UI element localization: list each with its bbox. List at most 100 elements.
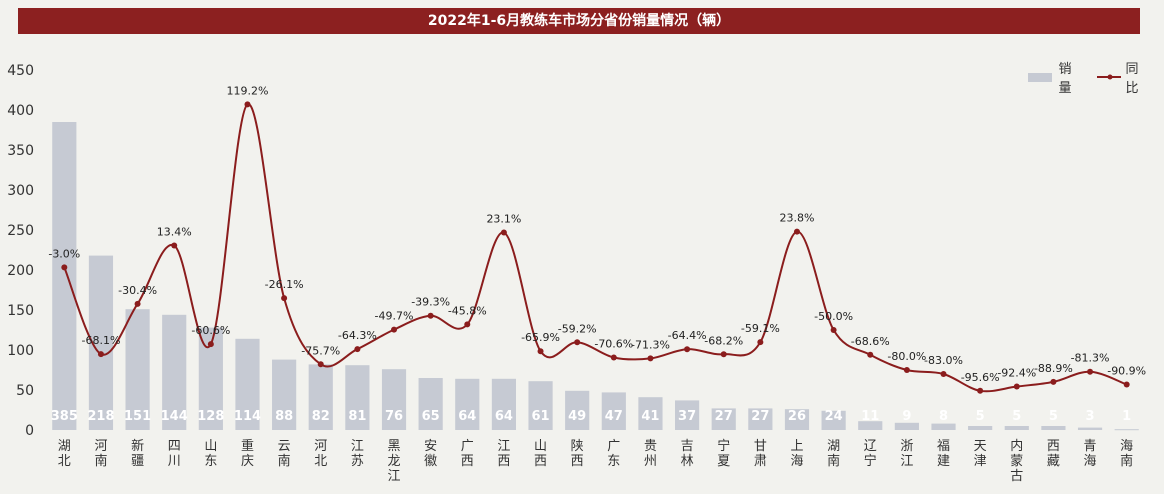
legend-bar-swatch bbox=[1028, 72, 1053, 82]
x-tick-label: 宁 bbox=[717, 438, 730, 454]
yoy-point bbox=[464, 321, 471, 328]
bar bbox=[1077, 427, 1103, 430]
bar-value-label: 65 bbox=[422, 409, 440, 424]
bar bbox=[528, 381, 553, 430]
bar bbox=[272, 359, 297, 430]
x-tick-label: 陕 bbox=[571, 439, 584, 454]
yoy-point bbox=[537, 348, 544, 355]
yoy-label: -90.9% bbox=[1107, 365, 1146, 378]
yoy-label: -64.3% bbox=[338, 329, 377, 342]
bar-value-label: 26 bbox=[788, 409, 806, 424]
x-tick-label: 川 bbox=[168, 454, 181, 469]
yoy-points bbox=[61, 101, 1130, 394]
x-tick-label: 云 bbox=[278, 439, 291, 454]
bar-value-label: 5 bbox=[1012, 409, 1021, 424]
x-tick-label: 西 bbox=[1047, 439, 1060, 454]
x-tick-label: 新 bbox=[131, 438, 144, 454]
yoy-label: -88.9% bbox=[1034, 362, 1073, 375]
yoy-point bbox=[830, 327, 837, 333]
bar bbox=[345, 365, 370, 430]
yoy-label: -65.9% bbox=[521, 331, 560, 344]
x-tick-label: 江 bbox=[497, 439, 510, 454]
yoy-point bbox=[610, 354, 617, 361]
bar bbox=[968, 426, 993, 430]
yoy-point bbox=[793, 228, 800, 235]
bar bbox=[1114, 429, 1139, 431]
yoy-point bbox=[647, 355, 654, 362]
yoy-point bbox=[134, 300, 141, 307]
y-tick-label: 50 bbox=[16, 383, 34, 399]
bar bbox=[162, 314, 187, 430]
x-tick-label: 海 bbox=[790, 454, 803, 469]
yoy-label: -59.2% bbox=[558, 322, 597, 335]
bar-value-label: 27 bbox=[715, 409, 733, 424]
bar bbox=[894, 422, 919, 430]
yoy-point bbox=[684, 346, 691, 353]
yoy-label: -81.3% bbox=[1071, 352, 1110, 365]
y-tick-label: 150 bbox=[7, 303, 34, 319]
x-tick-label: 庆 bbox=[241, 454, 254, 469]
bar-value-label: 5 bbox=[976, 409, 985, 424]
x-tick-label: 山 bbox=[204, 439, 217, 454]
y-tick-label: 0 bbox=[25, 423, 34, 439]
bar bbox=[381, 369, 407, 430]
yoy-point bbox=[940, 371, 947, 377]
x-tick-label: 西 bbox=[571, 454, 584, 469]
x-tick-label: 安 bbox=[424, 439, 437, 454]
yoy-point bbox=[427, 312, 434, 319]
yoy-label: -30.4% bbox=[118, 284, 157, 297]
bar-value-label: 47 bbox=[605, 409, 623, 424]
x-tick-label: 天 bbox=[974, 439, 987, 454]
yoy-point bbox=[1050, 378, 1057, 385]
yoy-point bbox=[867, 351, 874, 358]
y-tick-label: 200 bbox=[7, 263, 34, 279]
bar bbox=[711, 408, 736, 430]
x-tick-label: 河 bbox=[94, 439, 107, 454]
bar-value-label: 88 bbox=[275, 409, 293, 424]
yoy-label: 119.2% bbox=[227, 84, 269, 97]
yoy-label: -95.6% bbox=[961, 371, 1000, 384]
bar-value-label: 81 bbox=[348, 409, 366, 424]
bar-value-label: 61 bbox=[532, 409, 550, 424]
yoy-point bbox=[1013, 383, 1020, 390]
yoy-point bbox=[281, 295, 288, 302]
yoy-label: -64.4% bbox=[668, 329, 707, 342]
bar-value-label: 114 bbox=[234, 409, 261, 424]
bar bbox=[308, 364, 333, 430]
x-tick-label: 西 bbox=[497, 454, 510, 469]
x-tick-label: 海 bbox=[1084, 454, 1097, 469]
bar-value-label: 218 bbox=[87, 409, 114, 424]
x-tick-label: 辽 bbox=[864, 439, 877, 454]
x-tick-label: 徽 bbox=[424, 454, 437, 469]
x-tick-label: 上 bbox=[790, 439, 803, 454]
bar bbox=[748, 408, 773, 430]
yoy-label: -71.3% bbox=[631, 338, 670, 351]
bar bbox=[858, 421, 883, 430]
bar-value-label: 41 bbox=[641, 409, 659, 424]
bar bbox=[1041, 426, 1066, 430]
x-tick-label: 北 bbox=[58, 454, 71, 469]
yoy-point bbox=[391, 326, 398, 333]
yoy-label: -68.1% bbox=[81, 334, 120, 347]
yoy-labels: -3.0% -68.1% -30.4% 13.4% -60.6% 119.2% -26.1%… bbox=[48, 84, 1146, 383]
y-axis: 0 50 100 150 200 250 300 350 400 450 bbox=[7, 63, 34, 439]
bar bbox=[674, 400, 700, 430]
x-tick-label: 海 bbox=[1120, 439, 1133, 454]
x-tick-label: 蒙 bbox=[1010, 454, 1023, 469]
yoy-point bbox=[500, 229, 507, 236]
x-tick-label: 南 bbox=[827, 453, 840, 469]
x-tick-label: 内 bbox=[1010, 438, 1023, 454]
x-tick-label: 福 bbox=[937, 439, 950, 454]
yoy-label: 23.8% bbox=[780, 212, 815, 225]
x-axis-labels: 湖北河南新疆四川山东重庆云南河北江苏黑龙江安徽广西江西山西陕西广东贵州吉林宁夏甘… bbox=[58, 438, 1133, 484]
x-tick-label: 苏 bbox=[351, 453, 364, 469]
x-tick-label: 贵 bbox=[644, 439, 657, 454]
yoy-point bbox=[244, 101, 251, 108]
bar-value-label: 24 bbox=[825, 409, 843, 424]
bar-value-label: 144 bbox=[161, 409, 188, 424]
x-tick-label: 湖 bbox=[58, 439, 71, 454]
x-tick-label: 夏 bbox=[717, 454, 730, 469]
bar-value-label: 82 bbox=[312, 409, 330, 424]
x-tick-label: 疆 bbox=[131, 454, 144, 469]
y-tick-label: 300 bbox=[7, 183, 34, 199]
